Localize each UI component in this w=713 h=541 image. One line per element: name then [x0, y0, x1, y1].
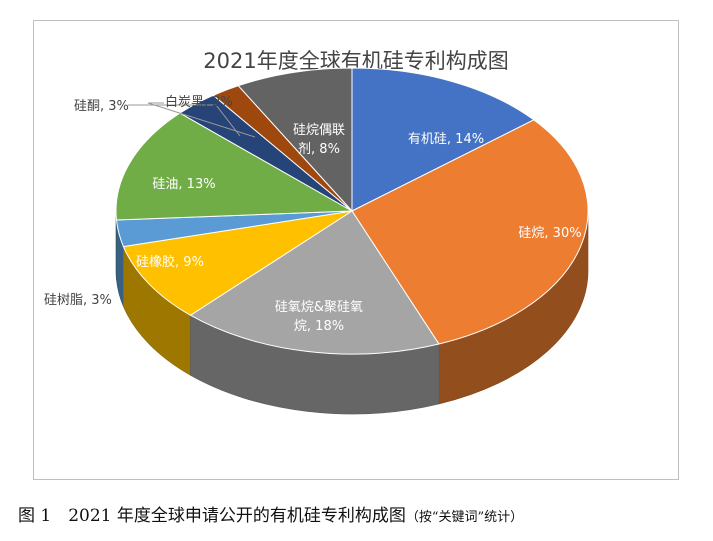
pie-slice-5 — [115, 112, 354, 221]
data-label-3: 硅橡胶, 9% — [136, 254, 204, 270]
leader-line-7 — [147, 102, 256, 138]
pie-slice-1 — [351, 119, 589, 345]
pie-slice-3 — [122, 210, 353, 316]
leader-line-6 — [128, 104, 241, 137]
data-label-0: 有机硅, 14% — [408, 132, 484, 147]
data-label-7: 白炭黑, 2% — [165, 94, 233, 110]
pie-chart: 有机硅, 14% 硅烷, 30% 硅氧烷&聚硅氧烷, 18% 硅橡胶, 9% 硅树脂, … — [44, 67, 589, 415]
figure-caption: 图 1 2021 年度全球申请公开的有机硅专利构成图（按“关键词”统计） — [18, 501, 708, 526]
data-label-6: 硅酮, 3% — [74, 99, 129, 114]
pie-slice-8 — [237, 67, 353, 213]
data-label-5: 硅油, 13% — [152, 177, 215, 192]
pie-slice-0 — [351, 67, 535, 212]
data-label-2: 硅氧烷&聚硅氧烷, 18% — [275, 300, 363, 334]
chart-frame: 2021年度全球有机硅专利构成图 有机硅, 14% 硅烷, 30% 硅氧烷&聚硅氧烷… — [33, 20, 679, 480]
data-label-1: 硅烷, 30% — [518, 226, 581, 241]
caption-note: （按“关键词”统计） — [405, 510, 524, 525]
pie-slice-2 — [189, 210, 440, 355]
caption-main: 图 1 2021 年度全球申请公开的有机硅专利构成图 — [18, 506, 406, 526]
data-label-4: 硅树脂, 3% — [44, 293, 112, 308]
data-label-8: 硅烷偶联剂, 8% — [293, 123, 345, 157]
